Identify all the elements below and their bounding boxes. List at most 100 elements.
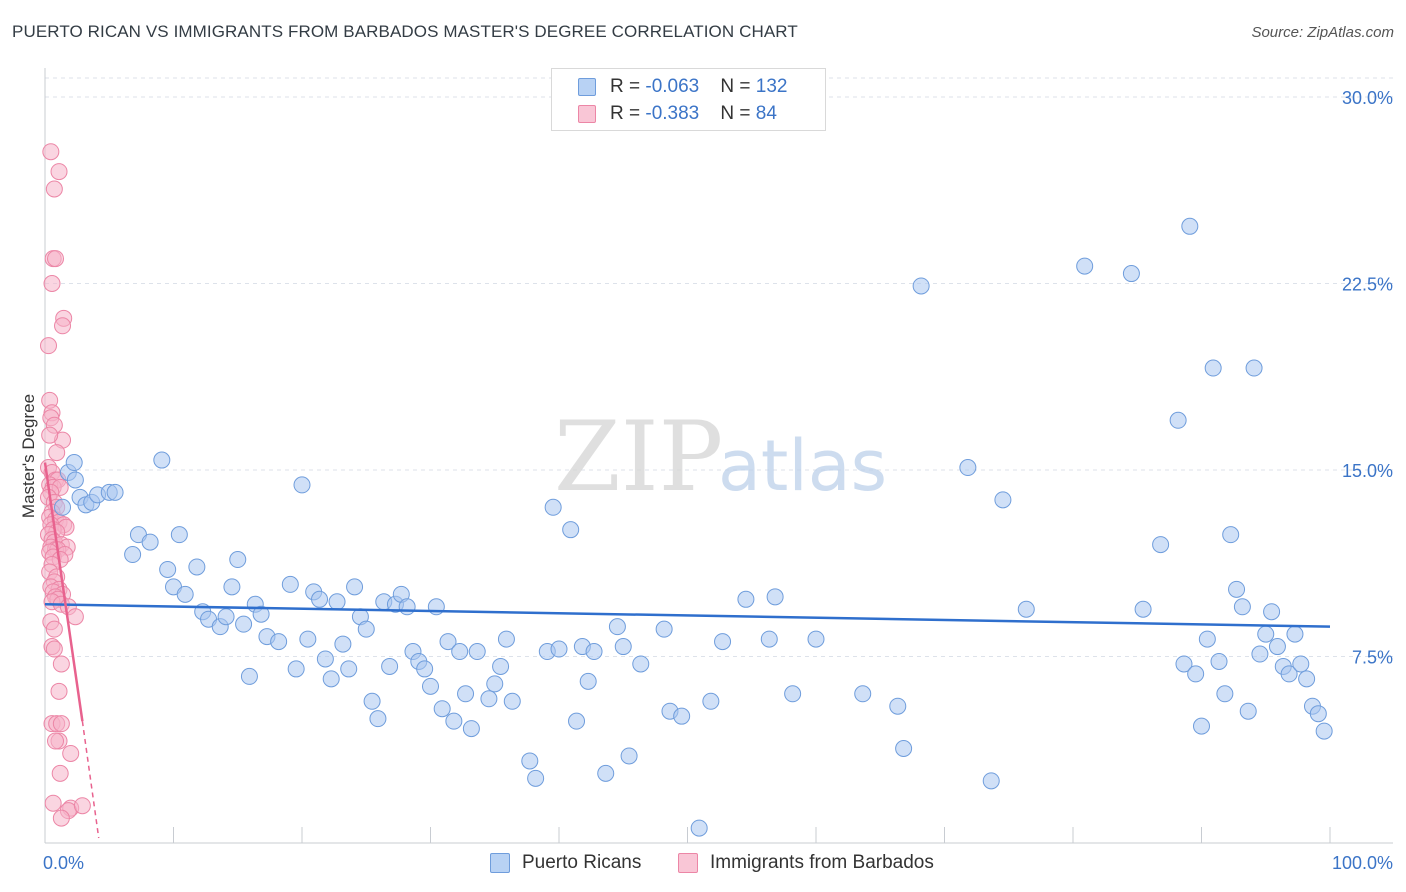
data-point-puerto-rican: [439, 633, 457, 651]
data-point-puerto-rican: [807, 630, 825, 648]
stats-row-puerto-ricans: R = -0.063 N = 132: [552, 74, 825, 100]
data-point-puerto-rican: [673, 707, 691, 725]
watermark-atlas: atlas: [718, 425, 887, 507]
data-point-puerto-rican: [346, 578, 364, 596]
source-label: Source: ZipAtlas.com: [1251, 24, 1394, 41]
data-point-barbados: [45, 640, 63, 658]
data-point-puerto-rican: [398, 598, 416, 616]
data-point-puerto-rican: [597, 764, 615, 782]
data-point-puerto-rican: [65, 454, 83, 472]
data-point-puerto-rican: [620, 747, 638, 765]
data-point-puerto-rican: [480, 690, 498, 708]
data-point-puerto-rican: [994, 491, 1012, 509]
data-point-puerto-rican: [568, 712, 586, 730]
data-point-puerto-rican: [66, 471, 84, 489]
data-point-barbados: [48, 444, 66, 462]
r-value: -0.063: [645, 76, 700, 97]
data-point-puerto-rican: [124, 546, 142, 564]
data-point-barbados: [52, 715, 70, 733]
y-tick-label: 15.0%: [1342, 461, 1393, 481]
data-point-barbados: [62, 744, 80, 762]
data-point-puerto-rican: [579, 672, 597, 690]
r-label: R =: [610, 76, 646, 97]
data-point-barbados: [47, 250, 65, 268]
data-point-puerto-rican: [1286, 625, 1304, 643]
data-point-puerto-rican: [912, 277, 930, 295]
data-point-puerto-rican: [1268, 638, 1286, 656]
data-point-puerto-rican: [655, 620, 673, 638]
data-point-puerto-rican: [1210, 652, 1228, 670]
tick-labels: 7.5% 15.0% 22.5% 30.0% 0.0% 100.0%: [43, 88, 1393, 873]
data-point-barbados: [40, 337, 58, 355]
data-point-puerto-rican: [422, 677, 439, 695]
n-label: N =: [720, 103, 756, 124]
data-point-barbados: [52, 655, 70, 673]
data-point-puerto-rican: [766, 588, 784, 606]
data-point-barbados: [50, 682, 68, 700]
data-point-puerto-rican: [457, 685, 475, 703]
n-label: N =: [720, 76, 756, 97]
data-point-barbados: [52, 809, 70, 827]
x-tick-label-min: 0.0%: [43, 853, 84, 873]
data-point-puerto-rican: [1298, 670, 1316, 688]
data-point-puerto-rican: [106, 483, 124, 501]
data-point-puerto-rican: [959, 459, 977, 477]
data-point-puerto-rican: [1198, 630, 1216, 648]
data-point-puerto-rican: [1315, 722, 1333, 740]
data-point-puerto-rican: [1216, 685, 1234, 703]
data-point-puerto-rican: [334, 635, 352, 653]
r-label: R =: [610, 103, 646, 124]
data-point-puerto-rican: [1233, 598, 1251, 616]
data-point-puerto-rican: [1017, 600, 1035, 618]
y-tick-label: 7.5%: [1352, 648, 1393, 668]
r-value: -0.383: [645, 103, 700, 124]
data-point-barbados: [51, 764, 69, 782]
data-point-puerto-rican: [784, 685, 802, 703]
data-point-puerto-rican: [1076, 257, 1094, 275]
data-point-puerto-rican: [503, 692, 521, 710]
data-point-puerto-rican: [1263, 603, 1281, 621]
data-point-puerto-rican: [252, 605, 270, 623]
data-point-puerto-rican: [299, 630, 317, 648]
puerto-ricans-legend-swatch: [490, 853, 510, 873]
stats-row-barbados: R = -0.383 N = 84: [552, 101, 825, 127]
chart-title: PUERTO RICAN VS IMMIGRANTS FROM BARBADOS…: [12, 22, 798, 41]
data-point-puerto-rican: [895, 740, 913, 758]
data-point-puerto-rican: [311, 590, 329, 608]
axes: [44, 68, 1393, 844]
data-point-puerto-rican: [322, 670, 340, 688]
data-point-puerto-rican: [1175, 655, 1193, 673]
data-point-puerto-rican: [381, 657, 399, 675]
data-point-puerto-rican: [1245, 359, 1263, 377]
data-point-barbados: [44, 794, 62, 812]
data-point-barbados: [47, 732, 65, 750]
data-point-puerto-rican: [240, 667, 258, 685]
data-point-puerto-rican: [760, 630, 778, 648]
barbados-swatch: [578, 105, 596, 123]
data-point-puerto-rican: [854, 685, 872, 703]
data-point-puerto-rican: [433, 700, 451, 718]
data-point-barbados: [45, 180, 63, 198]
data-point-puerto-rican: [632, 655, 650, 673]
data-point-puerto-rican: [1222, 526, 1240, 544]
data-point-puerto-rican: [714, 633, 732, 651]
data-point-puerto-rican: [690, 819, 708, 837]
data-point-puerto-rican: [1309, 705, 1327, 723]
data-point-puerto-rican: [159, 560, 177, 578]
data-point-puerto-rican: [141, 533, 159, 551]
data-point-puerto-rican: [293, 476, 311, 494]
data-point-puerto-rican: [1239, 702, 1257, 720]
data-point-barbados: [54, 317, 72, 335]
data-point-barbados: [73, 797, 91, 815]
data-point-puerto-rican: [521, 752, 539, 770]
data-point-barbados: [42, 143, 60, 161]
grid-lines: [45, 77, 1393, 657]
data-point-barbados: [43, 275, 61, 292]
data-point-puerto-rican: [1257, 625, 1275, 643]
trend-line-barbados: [43, 462, 84, 722]
data-point-puerto-rican: [217, 608, 235, 626]
data-point-puerto-rican: [614, 638, 632, 656]
trend-lines: [43, 462, 1331, 839]
data-point-barbados: [50, 163, 68, 181]
